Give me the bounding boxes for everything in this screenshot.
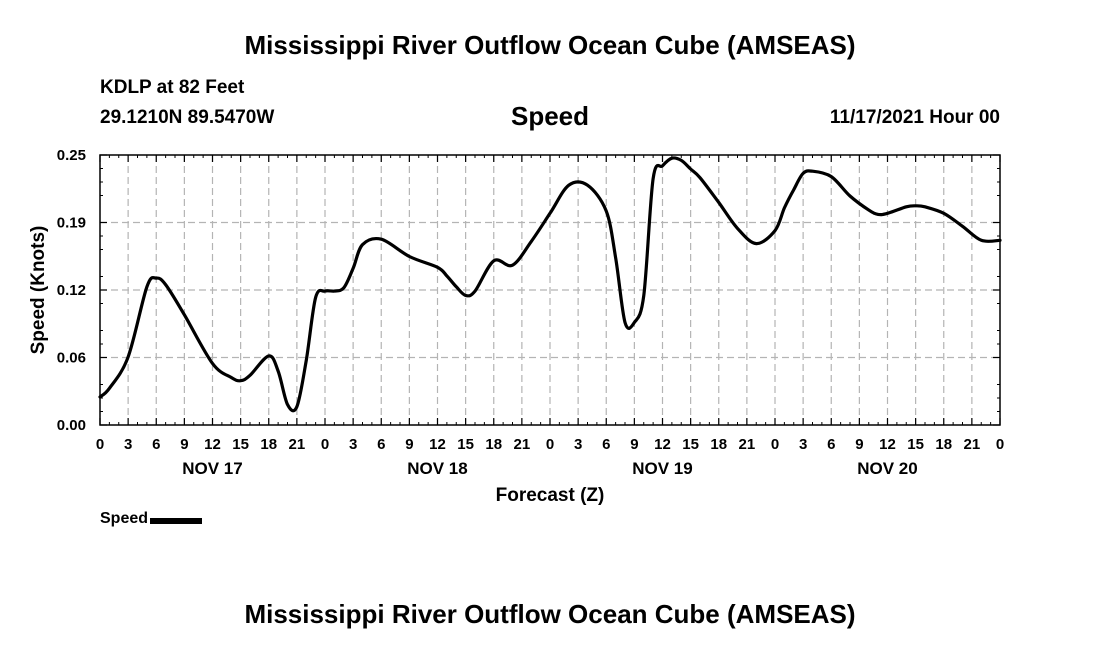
y-tick-label: 0.00 xyxy=(57,417,86,434)
station-label: KDLP at 82 Feet xyxy=(100,77,245,98)
day-label: NOV 17 xyxy=(182,459,242,478)
x-tick-label: 18 xyxy=(485,436,502,453)
x-tick-label: 15 xyxy=(457,436,474,453)
chart-title: Speed xyxy=(510,101,590,131)
x-tick-label: 6 xyxy=(377,436,385,453)
y-tick-label: 0.25 xyxy=(57,147,86,164)
x-tick-label: 9 xyxy=(405,436,413,453)
x-tick-label: 12 xyxy=(429,436,446,453)
x-tick-label: 18 xyxy=(935,436,952,453)
x-tick-label: 0 xyxy=(321,436,329,453)
x-tick-label: 0 xyxy=(996,436,1004,453)
x-tick-label: 9 xyxy=(855,436,863,453)
y-tick-label: 0.12 xyxy=(57,282,86,299)
day-label: NOV 18 xyxy=(407,459,467,478)
x-tick-label: 3 xyxy=(574,436,582,453)
grid-lines xyxy=(100,155,1000,425)
day-label: NOV 20 xyxy=(857,459,917,478)
speed-series-line xyxy=(98,156,1002,413)
x-axis-title: Forecast (Z) xyxy=(496,485,605,506)
x-tick-label: 9 xyxy=(630,436,638,453)
tick-labels: 0 3 6 9 12 15 18 21 0 3 6 9 12 15 18 21 0 3 6 9 12 15 18 21 0 3 6 9… xyxy=(57,147,1004,478)
footer-title: Mississippi River Outflow Ocean Cube (AM… xyxy=(244,599,856,629)
legend: Speed xyxy=(100,510,203,528)
x-tick-label: 18 xyxy=(710,436,727,453)
x-tick-label: 15 xyxy=(907,436,924,453)
legend-line-swatch xyxy=(150,517,203,524)
y-tick-label: 0.19 xyxy=(57,215,86,232)
x-tick-label: 12 xyxy=(204,436,221,453)
x-tick-label: 0 xyxy=(546,436,554,453)
x-tick-label: 3 xyxy=(349,436,357,453)
coordinates-label: 29.1210N 89.5470W xyxy=(100,107,275,128)
plot-frame xyxy=(99,154,1001,426)
x-tick-label: 12 xyxy=(654,436,671,453)
x-tick-label: 15 xyxy=(232,436,249,453)
page-title: Mississippi River Outflow Ocean Cube (AM… xyxy=(244,30,856,60)
x-tick-label: 0 xyxy=(771,436,779,453)
x-tick-label: 3 xyxy=(124,436,132,453)
x-tick-label: 0 xyxy=(96,436,104,453)
x-tick-label: 6 xyxy=(602,436,610,453)
legend-label: Speed xyxy=(100,510,149,527)
y-axis-title: Speed (Knots) xyxy=(28,226,49,355)
x-tick-label: 6 xyxy=(827,436,835,453)
y-tick-label: 0.06 xyxy=(57,350,86,367)
x-tick-label: 21 xyxy=(964,436,981,453)
x-tick-label: 6 xyxy=(152,436,160,453)
day-label: NOV 19 xyxy=(632,459,692,478)
x-tick-label: 21 xyxy=(289,436,306,453)
x-tick-label: 3 xyxy=(799,436,807,453)
datetime-label: 11/17/2021 Hour 00 xyxy=(829,107,1000,128)
x-tick-label: 21 xyxy=(739,436,756,453)
x-tick-label: 15 xyxy=(682,436,699,453)
x-tick-label: 21 xyxy=(514,436,531,453)
x-tick-label: 12 xyxy=(879,436,896,453)
x-tick-label: 18 xyxy=(260,436,277,453)
x-tick-label: 9 xyxy=(180,436,188,453)
